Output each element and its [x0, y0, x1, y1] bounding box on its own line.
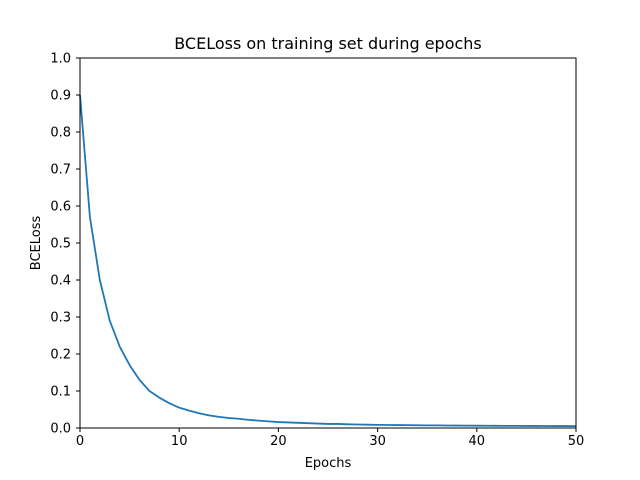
- y-axis-ticks: 0.0 0.1 0.2 0.3 0.4 0.5 0.6 0.7 0.8 0.9 1.0: [50, 52, 80, 437]
- y-tick-label: 0.1: [50, 385, 71, 400]
- y-tick-label: 0.3: [50, 311, 71, 326]
- plot-area: [79, 94, 577, 428]
- y-tick-label: 0.2: [50, 348, 71, 363]
- y-axis-label: BCELoss: [29, 216, 44, 271]
- x-tick-label: 40: [469, 434, 486, 449]
- x-tick-label: 30: [369, 434, 386, 449]
- x-axis-label: Epochs: [305, 456, 352, 471]
- y-tick-label: 0.9: [50, 89, 71, 104]
- x-tick-label: 10: [171, 434, 188, 449]
- y-tick-label: 0.0: [50, 422, 71, 437]
- chart-title: BCELoss on training set during epochs: [174, 34, 482, 53]
- y-tick-label: 0.7: [50, 163, 71, 178]
- x-tick-label: 0: [76, 434, 84, 449]
- x-axis-ticks: 0 10 20 30 40 50: [76, 428, 584, 449]
- y-tick-label: 0.6: [50, 200, 71, 215]
- y-tick-label: 0.5: [50, 237, 71, 252]
- axes-frame: [79, 57, 577, 429]
- x-tick-label: 20: [270, 434, 287, 449]
- y-tick-label: 1.0: [50, 52, 71, 67]
- y-tick-label: 0.4: [50, 274, 71, 289]
- loss-line: [79, 94, 577, 428]
- y-tick-label: 0.8: [50, 126, 71, 141]
- x-tick-label: 50: [568, 434, 585, 449]
